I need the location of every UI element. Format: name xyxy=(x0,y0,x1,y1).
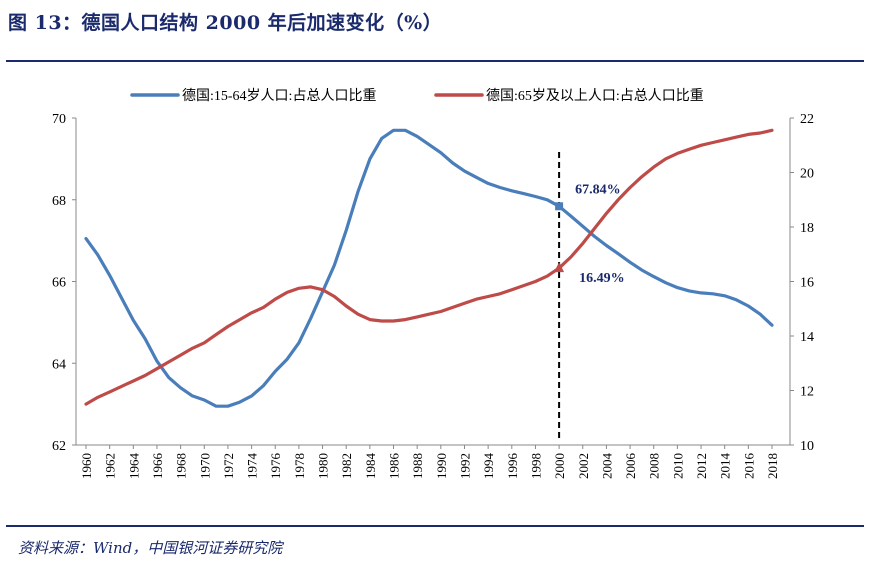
series-line-elderly xyxy=(84,128,774,406)
x-tick-label: 2000 xyxy=(552,453,567,479)
chart-axes: 62 64 66 68 70 10 12 14 16 18 20 22 1960 1962 1964 1966… xyxy=(52,112,814,479)
top-divider xyxy=(6,60,864,62)
y-right-tick-label: 10 xyxy=(800,439,814,454)
annotation-label-working-age: 67.84% xyxy=(575,182,621,197)
x-tick-label: 2008 xyxy=(647,453,662,479)
x-tick-label: 1964 xyxy=(126,453,141,480)
x-tick-label: 1994 xyxy=(481,453,496,480)
annotation-label-elderly: 16.49% xyxy=(579,271,625,286)
x-tick-label: 1980 xyxy=(316,453,331,479)
legend-item-working-age-label: 德国:15-64岁人口:占总人口比重 xyxy=(182,88,376,104)
y-right-tick-label: 14 xyxy=(800,330,814,345)
y-left-tick-label: 70 xyxy=(52,112,66,127)
x-tick-label: 1992 xyxy=(457,453,472,479)
x-tick-label: 1986 xyxy=(387,453,402,480)
y-right-tick-label: 18 xyxy=(800,221,814,236)
y-right-tick-label: 12 xyxy=(800,385,814,400)
y-left-tick-label: 64 xyxy=(52,357,66,372)
x-tick-label: 2012 xyxy=(694,453,709,479)
x-tick-label: 1970 xyxy=(197,453,212,479)
x-tick-label: 1966 xyxy=(150,453,165,480)
x-tick-label: 1988 xyxy=(410,453,425,479)
y-right-tick-label: 20 xyxy=(800,167,814,182)
series-line-working-age xyxy=(84,128,774,408)
x-tick-label: 2018 xyxy=(765,453,780,479)
x-tick-label: 1960 xyxy=(79,453,94,479)
x-tick-label: 1990 xyxy=(434,453,449,479)
x-tick-label: 2002 xyxy=(576,453,591,479)
figure-title: 图 13：德国人口结构 2000 年后加速变化（%） xyxy=(8,12,443,34)
y-right-tick-label: 16 xyxy=(800,276,814,291)
x-tick-label: 2006 xyxy=(623,453,638,480)
x-tick-label: 1972 xyxy=(221,453,236,479)
legend-item-elderly-label: 德国:65岁及以上人口:占总人口比重 xyxy=(486,88,704,104)
x-tick-label: 1984 xyxy=(363,453,378,480)
x-tick-label: 1962 xyxy=(103,453,118,479)
chart-series xyxy=(84,128,774,408)
y-left-tick-label: 66 xyxy=(52,276,66,291)
x-tick-label: 1996 xyxy=(505,453,520,480)
data-point-marker-elderly-2000 xyxy=(554,262,565,273)
x-tick-label: 1978 xyxy=(292,453,307,479)
chart-legend: 德国:15-64岁人口:占总人口比重 德国:65岁及以上人口:占总人口比重 xyxy=(130,88,704,104)
bottom-divider xyxy=(6,525,864,527)
y-right-tick-label: 22 xyxy=(800,112,814,127)
source-note: 资料来源：Wind，中国银河证券研究院 xyxy=(18,539,283,557)
x-tick-label: 1976 xyxy=(268,453,283,480)
x-tick-label: 2010 xyxy=(670,453,685,479)
y-left-tick-label: 62 xyxy=(52,439,66,454)
x-tick-label: 2014 xyxy=(718,453,733,480)
chart-annotations: 67.84% 16.49% xyxy=(554,182,625,286)
x-tick-label: 1982 xyxy=(339,453,354,479)
x-tick-label: 2004 xyxy=(599,453,614,480)
x-tick-label: 2016 xyxy=(741,453,756,480)
x-tick-label: 1998 xyxy=(528,453,543,479)
y-left-tick-label: 68 xyxy=(52,194,66,209)
x-tick-label: 1974 xyxy=(245,453,260,480)
x-tick-label: 1968 xyxy=(174,453,189,479)
data-point-marker-working-age-2000 xyxy=(555,202,564,211)
